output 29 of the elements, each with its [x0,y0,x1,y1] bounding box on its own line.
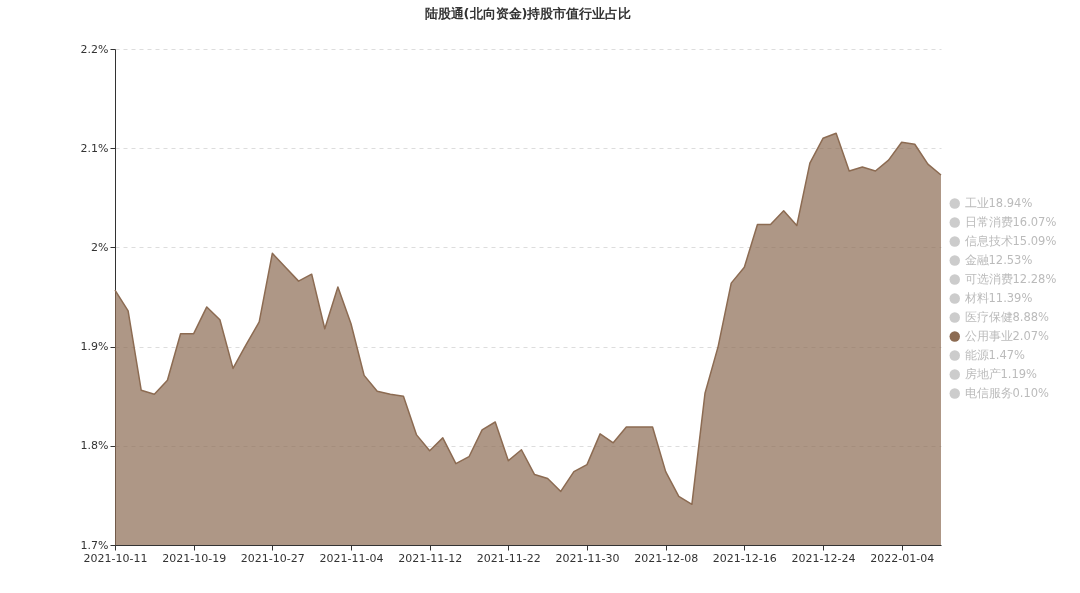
y-tick-label: 1.8% [80,439,109,453]
x-tick-label: 2021-12-16 [712,551,777,565]
y-tick-label: 2.1% [80,141,109,155]
x-tick-label: 2021-12-08 [634,551,699,565]
legend-label: 电信服务0.10% [964,385,1050,400]
x-tick-label: 2021-10-27 [240,551,305,565]
y-tick-label: 1.7% [80,538,109,552]
x-tick-label: 2021-11-04 [319,551,384,565]
chart-title: 陆股通(北向资金)持股市值行业占比 [424,6,632,21]
x-tick-label: 2021-11-12 [398,551,463,565]
legend-label: 工业18.94% [964,195,1033,210]
y-tick-label: 2.2% [80,42,109,56]
x-tick-label: 2021-10-19 [162,551,227,565]
x-tick-label: 2021-11-22 [476,551,541,565]
y-tick-label: 2% [91,240,109,254]
x-tick-label: 2021-12-24 [791,551,856,565]
legend-label: 金融12.53% [964,252,1033,267]
legend-label: 能源1.47% [964,347,1026,362]
x-tick-label: 2022-01-04 [870,551,935,565]
legend-label: 信息技术15.09% [964,233,1057,248]
legend-label: 房地产1.19% [964,366,1038,381]
legend-label: 医疗保健8.88% [964,309,1050,324]
legend-label: 公用事业2.07% [964,328,1050,343]
legend-label: 材料11.39% [963,290,1033,305]
legend-label: 日常消费16.07% [964,214,1057,229]
x-tick-label: 2021-11-30 [555,551,620,565]
y-tick-label: 1.9% [80,340,109,354]
legend-label: 可选消费12.28% [964,271,1057,286]
x-tick-label: 2021-10-11 [83,551,148,565]
